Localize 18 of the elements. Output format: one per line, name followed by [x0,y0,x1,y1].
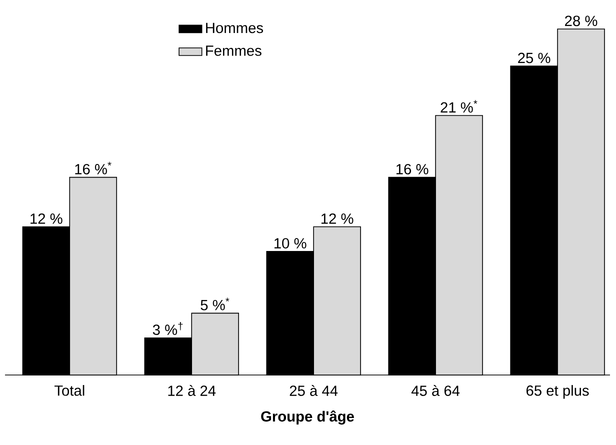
data-label: 12 % [321,213,354,224]
data-label: 10 % [274,238,306,248]
x-tick-label: Total [54,385,84,396]
data-label: 16 %$^{*}$ [75,162,112,174]
x-axis-title: Groupe d'âge [261,410,354,425]
data-label: 16 % [396,164,428,174]
data-label: 21 %$^{*}$ [440,100,478,113]
data-label: 28 % [565,16,598,26]
x-tick-label: 65 et plus [526,385,589,399]
x-tick-label: 12 à 24 [168,385,216,396]
legend-label: Femmes [206,46,262,56]
data-label: 3 %$^{†}$ [152,322,183,335]
legend-label: Hommes [206,22,264,34]
data-label: 12 % [30,213,62,224]
x-tick-label: 25 à 44 [290,385,338,396]
data-label: 5 %$^{*}$ [200,298,230,310]
x-tick-label: 45 à 64 [411,385,460,396]
data-label: 25 % [518,52,550,64]
